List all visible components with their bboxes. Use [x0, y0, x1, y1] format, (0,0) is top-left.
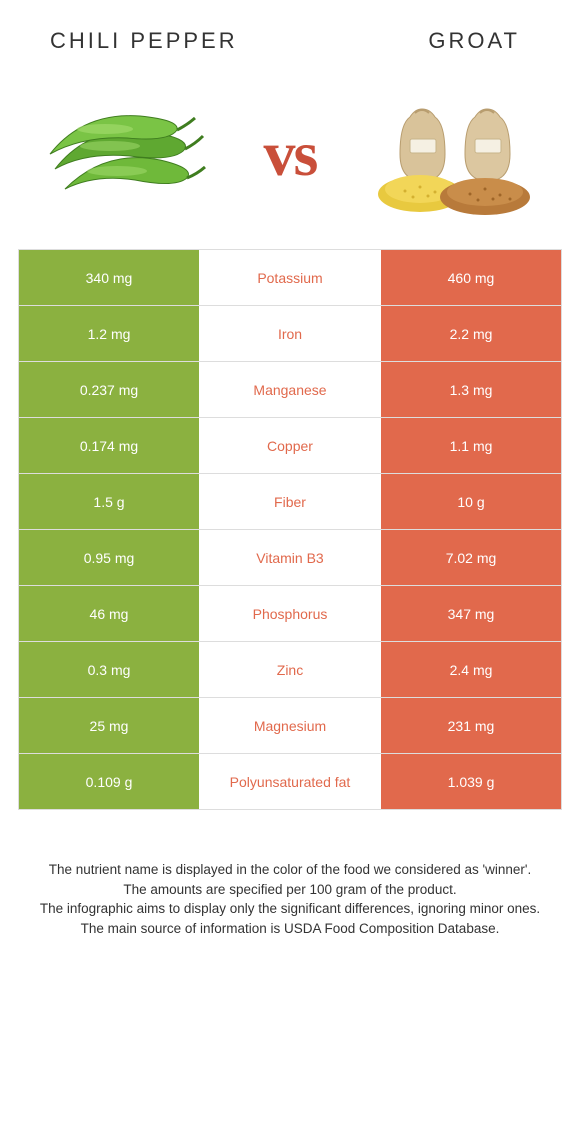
- right-value: 2.4 mg: [381, 642, 561, 697]
- nutrient-label: Polyunsaturated fat: [199, 754, 381, 809]
- left-food-image: [30, 89, 220, 219]
- right-value: 1.039 g: [381, 754, 561, 809]
- nutrient-label: Phosphorus: [199, 586, 381, 641]
- nutrient-table: 340 mgPotassium460 mg1.2 mgIron2.2 mg0.2…: [18, 249, 562, 810]
- footer-line: The nutrient name is displayed in the co…: [30, 860, 550, 880]
- right-value: 347 mg: [381, 586, 561, 641]
- footer-notes: The nutrient name is displayed in the co…: [0, 810, 580, 938]
- left-value: 340 mg: [19, 250, 199, 305]
- left-value: 0.174 mg: [19, 418, 199, 473]
- table-row: 0.3 mgZinc2.4 mg: [19, 642, 561, 698]
- nutrient-label: Iron: [199, 306, 381, 361]
- chili-pepper-icon: [35, 94, 215, 214]
- right-value: 10 g: [381, 474, 561, 529]
- left-food-title: Chili pepper: [50, 28, 238, 54]
- left-value: 0.95 mg: [19, 530, 199, 585]
- left-value: 0.109 g: [19, 754, 199, 809]
- left-value: 46 mg: [19, 586, 199, 641]
- footer-line: The main source of information is USDA F…: [30, 919, 550, 939]
- left-value: 1.2 mg: [19, 306, 199, 361]
- nutrient-label: Zinc: [199, 642, 381, 697]
- table-row: 0.95 mgVitamin B37.02 mg: [19, 530, 561, 586]
- header: Chili pepper Groat: [0, 0, 580, 64]
- left-value: 0.237 mg: [19, 362, 199, 417]
- right-food-title: Groat: [428, 28, 520, 54]
- table-row: 0.237 mgManganese1.3 mg: [19, 362, 561, 418]
- left-value: 0.3 mg: [19, 642, 199, 697]
- table-row: 0.109 gPolyunsaturated fat1.039 g: [19, 754, 561, 810]
- vs-label: vs: [264, 117, 317, 191]
- right-value: 1.3 mg: [381, 362, 561, 417]
- table-row: 25 mgMagnesium231 mg: [19, 698, 561, 754]
- nutrient-label: Vitamin B3: [199, 530, 381, 585]
- right-value: 231 mg: [381, 698, 561, 753]
- nutrient-label: Copper: [199, 418, 381, 473]
- left-value: 1.5 g: [19, 474, 199, 529]
- table-row: 1.5 gFiber10 g: [19, 474, 561, 530]
- right-food-image: [360, 89, 550, 219]
- right-value: 460 mg: [381, 250, 561, 305]
- nutrient-label: Fiber: [199, 474, 381, 529]
- table-row: 46 mgPhosphorus347 mg: [19, 586, 561, 642]
- nutrient-label: Magnesium: [199, 698, 381, 753]
- nutrient-label: Manganese: [199, 362, 381, 417]
- footer-line: The infographic aims to display only the…: [30, 899, 550, 919]
- right-value: 7.02 mg: [381, 530, 561, 585]
- footer-line: The amounts are specified per 100 gram o…: [30, 880, 550, 900]
- right-value: 2.2 mg: [381, 306, 561, 361]
- table-row: 0.174 mgCopper1.1 mg: [19, 418, 561, 474]
- images-row: vs: [0, 64, 580, 249]
- table-row: 340 mgPotassium460 mg: [19, 250, 561, 306]
- table-row: 1.2 mgIron2.2 mg: [19, 306, 561, 362]
- groat-sacks-icon: [365, 89, 545, 219]
- right-value: 1.1 mg: [381, 418, 561, 473]
- left-value: 25 mg: [19, 698, 199, 753]
- nutrient-label: Potassium: [199, 250, 381, 305]
